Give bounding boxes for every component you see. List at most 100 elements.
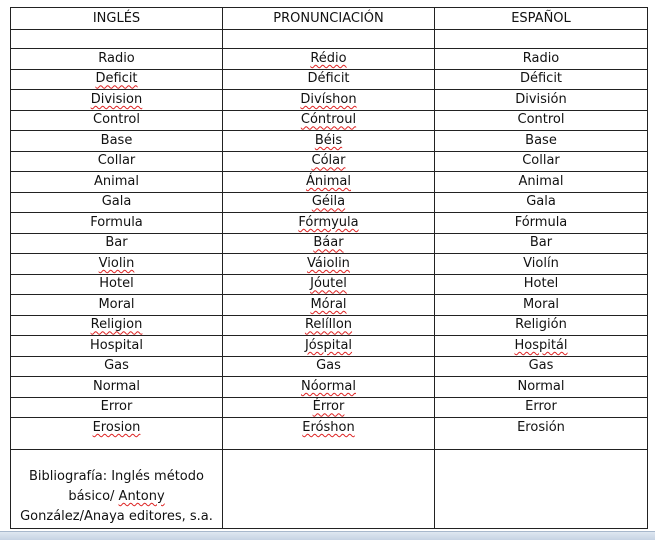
ingles-cell[interactable]: Collar [10, 150, 223, 172]
ingles-cell[interactable]: Erosion [10, 417, 223, 450]
table-row: Division Divíshon División [10, 89, 648, 111]
cell-text: Eróshon [302, 420, 355, 435]
pronunciacion-cell[interactable]: Érror [222, 396, 435, 418]
ingles-cell[interactable]: Gala [10, 191, 223, 213]
ingles-cell[interactable]: Base [10, 130, 223, 152]
cell-text: Radio [522, 50, 560, 66]
ingles-cell[interactable]: Deficit [10, 68, 223, 90]
espanol-cell[interactable]: Religión [434, 314, 648, 336]
header-pronunciacion[interactable]: PRONUNCIACIÓN [222, 7, 435, 30]
espanol-cell[interactable]: Gas [434, 355, 648, 377]
ingles-cell[interactable]: Control [10, 109, 223, 131]
pronunciacion-cell[interactable]: Relíllon [222, 314, 435, 336]
pronunciacion-cell[interactable]: Gas [222, 355, 435, 377]
ingles-cell[interactable]: Hotel [10, 273, 223, 295]
cell-text: Normal [517, 378, 565, 394]
cell-text: Deficit [95, 71, 138, 87]
empty-cell[interactable] [222, 449, 435, 529]
espanol-cell[interactable]: Hospitál [434, 335, 648, 357]
pronunciacion-cell[interactable]: Cólar [222, 150, 435, 172]
cell-text: Bar [105, 235, 128, 251]
cell-text: División [515, 91, 567, 107]
pronunciacion-cell[interactable]: Jóspital [222, 335, 435, 357]
espanol-cell[interactable]: Bar [434, 232, 648, 254]
espanol-cell[interactable]: Gala [434, 191, 648, 213]
pronunciacion-cell[interactable]: Cóntroul [222, 109, 435, 131]
cell-text: Error [100, 399, 133, 415]
pronunciacion-cell[interactable]: Nóormal [222, 376, 435, 398]
bibliography-line-2: básico/ Antony [11, 487, 222, 507]
table-row: Bar Báar Bar [10, 232, 648, 254]
espanol-cell[interactable]: Normal [434, 376, 648, 398]
cell-text: Rédio [310, 50, 347, 66]
cell-text: Collar [97, 153, 136, 169]
cell-text: Gala [526, 194, 556, 210]
espanol-cell[interactable]: Erosión [434, 417, 648, 450]
pronunciacion-cell[interactable]: Eróshon [222, 417, 435, 450]
ingles-cell[interactable]: Bar [10, 232, 223, 254]
table-row: Collar Cólar Collar [10, 150, 648, 172]
pronunciacion-cell[interactable]: Rédio [222, 48, 435, 70]
espanol-cell[interactable]: Base [434, 130, 648, 152]
cell-text: Divíshon [300, 91, 357, 107]
ingles-cell[interactable]: Division [10, 89, 223, 111]
ingles-cell[interactable]: Normal [10, 376, 223, 398]
cell-text: Base [100, 132, 133, 148]
cell-text: Religión [515, 317, 567, 333]
espanol-cell[interactable]: Radio [434, 48, 648, 70]
espanol-cell[interactable]: Déficit [434, 68, 648, 90]
pronunciacion-cell[interactable]: Fórmyula [222, 212, 435, 234]
ingles-cell[interactable]: Moral [10, 294, 223, 316]
cell-text: Hospitál [514, 337, 568, 353]
ingles-cell[interactable]: Hospital [10, 335, 223, 357]
bibliography-row: Bibliografía: Inglés método básico/ Anton… [10, 449, 648, 529]
bibliography-cell[interactable]: Bibliografía: Inglés método básico/ Anton… [10, 449, 223, 529]
ingles-cell[interactable]: Animal [10, 171, 223, 193]
table-row: Error Érror Error [10, 396, 648, 418]
pronunciacion-cell[interactable]: Móral [222, 294, 435, 316]
cell-text: Fórmyula [298, 214, 359, 230]
pronunciacion-cell[interactable]: Váiolin [222, 253, 435, 275]
pronunciacion-cell[interactable]: Géila [222, 191, 435, 213]
cell-text: Béis [314, 132, 343, 148]
pronunciacion-cell[interactable]: Ánimal [222, 171, 435, 193]
empty-cell[interactable] [434, 449, 648, 529]
ingles-cell[interactable]: Violin [10, 253, 223, 275]
cell-text: Erosión [517, 420, 565, 435]
cell-text: Bar [529, 235, 553, 251]
ingles-cell[interactable]: Formula [10, 212, 223, 234]
pronunciacion-cell[interactable]: Divíshon [222, 89, 435, 111]
cell-text: Normal [92, 378, 141, 394]
ingles-cell[interactable]: Religion [10, 314, 223, 336]
header-ingles[interactable]: INGLÉS [10, 7, 223, 30]
empty-cell[interactable] [434, 29, 648, 49]
pronunciacion-cell[interactable]: Jóutel [222, 273, 435, 295]
cell-text: Cóntroul [300, 112, 357, 128]
ingles-cell[interactable]: Radio [10, 48, 223, 70]
cell-text: Gala [101, 194, 132, 210]
cell-text: Violín [523, 255, 559, 271]
cell-text: Gas [104, 358, 129, 374]
espanol-cell[interactable]: Fórmula [434, 212, 648, 234]
espanol-cell[interactable]: Hotel [434, 273, 648, 295]
espanol-cell[interactable]: Collar [434, 150, 648, 172]
ingles-cell[interactable]: Gas [10, 355, 223, 377]
espanol-cell[interactable]: División [434, 89, 648, 111]
pronunciacion-cell[interactable]: Béis [222, 130, 435, 152]
cell-text: Gas [528, 358, 554, 374]
espanol-cell[interactable]: Moral [434, 294, 648, 316]
ingles-cell[interactable]: Error [10, 396, 223, 418]
bibliography-line-1: Bibliografía: Inglés método [29, 469, 204, 484]
espanol-cell[interactable]: Animal [434, 171, 648, 193]
cell-text: Fórmula [514, 214, 568, 230]
pronunciacion-cell[interactable]: Déficit [222, 68, 435, 90]
table-row: Religion Relíllon Religión [10, 314, 648, 336]
header-espanol[interactable]: ESPAÑOL [434, 7, 648, 30]
espanol-cell[interactable]: Violín [434, 253, 648, 275]
empty-cell[interactable] [222, 29, 435, 49]
espanol-cell[interactable]: Control [434, 109, 648, 131]
cell-text: Cólar [311, 153, 346, 169]
pronunciacion-cell[interactable]: Báar [222, 232, 435, 254]
espanol-cell[interactable]: Error [434, 396, 648, 418]
empty-cell[interactable] [10, 29, 223, 49]
